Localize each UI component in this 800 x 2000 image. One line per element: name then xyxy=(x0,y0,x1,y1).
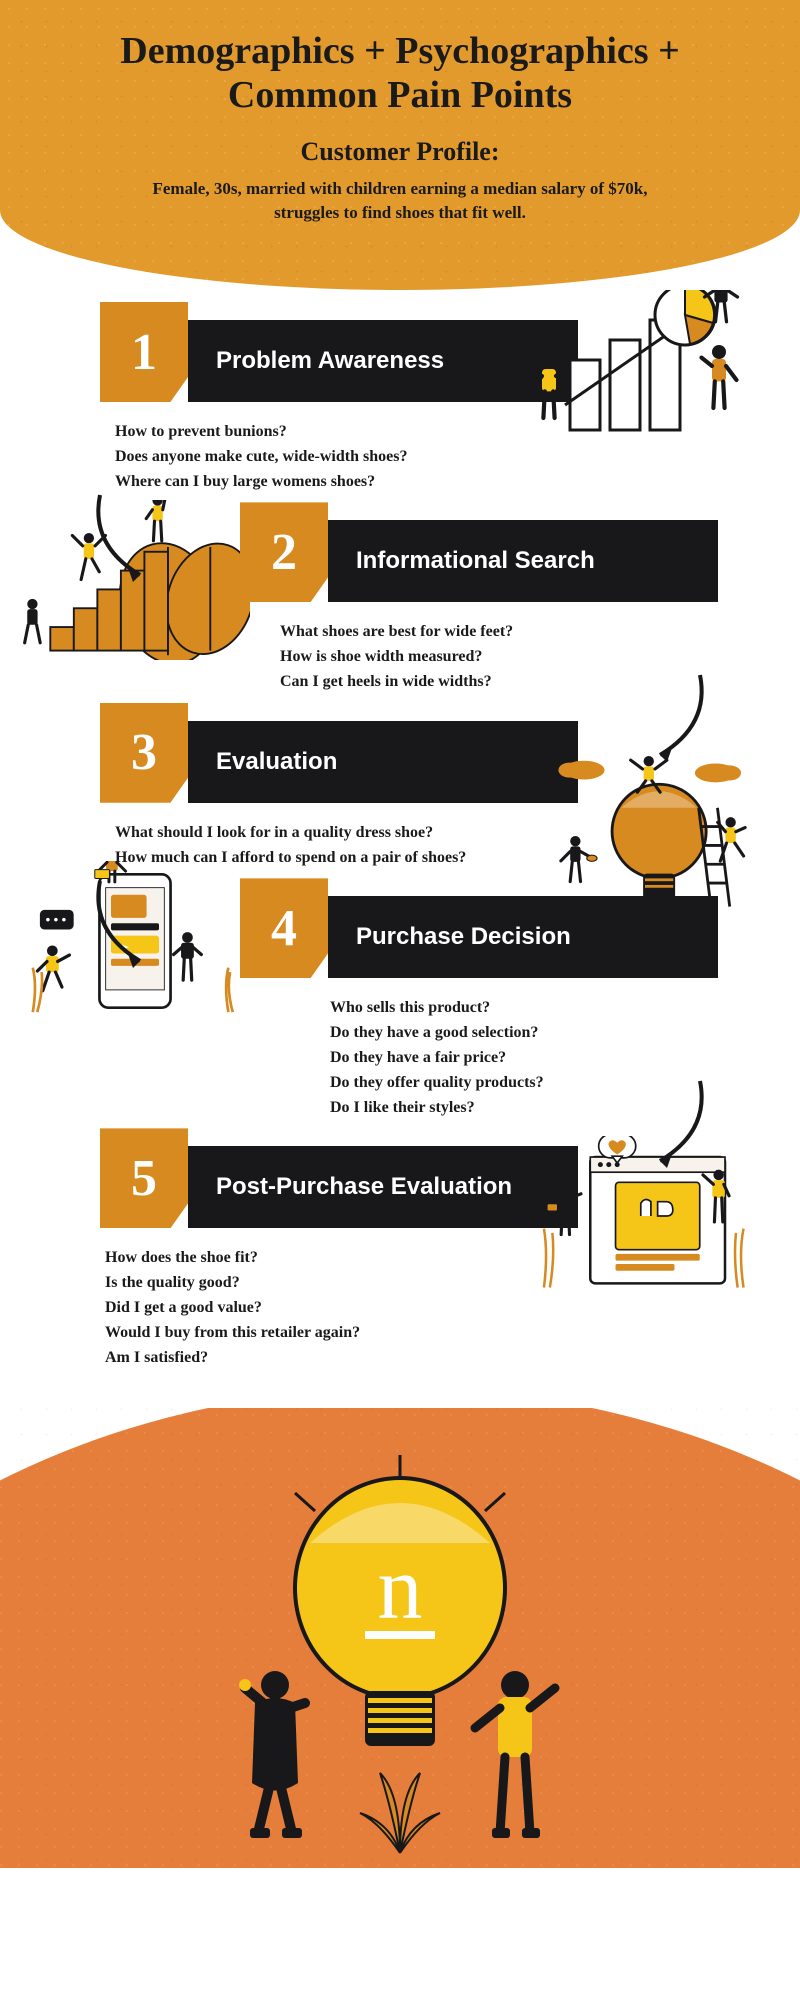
step-number: 3 xyxy=(100,703,188,803)
step-header: 2Informational Search xyxy=(240,520,750,602)
question-text: Did I get a good value? xyxy=(105,1296,750,1321)
step-title: Post-Purchase Evaluation xyxy=(188,1146,578,1228)
bar-chart-people-illustration xyxy=(530,290,760,450)
step-1: 1Problem AwarenessHow to prevent bunions… xyxy=(50,320,750,502)
step-title: Informational Search xyxy=(328,520,718,602)
question-text: Where can I buy large womens shoes? xyxy=(115,470,750,495)
header-arc: Demographics + Psychographics + Common P… xyxy=(0,0,800,290)
step-header: 4Purchase Decision xyxy=(240,896,750,978)
title-line-1: Demographics + Psychographics + xyxy=(120,30,679,72)
question-text: Do they have a good selection? xyxy=(330,1021,750,1046)
question-text: Am I satisfied? xyxy=(105,1346,750,1371)
question-text: Who sells this product? xyxy=(330,996,750,1021)
step-title: Purchase Decision xyxy=(328,896,718,978)
steps-container: 1Problem AwarenessHow to prevent bunions… xyxy=(0,290,800,1378)
title-line-2: Common Pain Points xyxy=(228,74,572,116)
question-text: How is shoe width measured? xyxy=(280,645,750,670)
profile-text: Female, 30s, married with children earni… xyxy=(50,177,750,225)
flow-arrow-icon xyxy=(85,876,165,976)
svg-text:n: n xyxy=(378,1539,423,1638)
step-number: 1 xyxy=(100,302,188,402)
subtitle: Customer Profile: xyxy=(50,137,750,167)
question-text: What shoes are best for wide feet? xyxy=(280,620,750,645)
step-title: Evaluation xyxy=(188,721,578,803)
step-number: 5 xyxy=(100,1128,188,1228)
footer-arc: n xyxy=(0,1408,800,1868)
footer-illustration: n xyxy=(150,1433,650,1863)
question-text: Do they have a fair price? xyxy=(330,1046,750,1071)
flow-arrow-icon xyxy=(635,670,715,770)
step-5: 5Post-Purchase EvaluationHow does the sh… xyxy=(50,1146,750,1378)
flow-arrow-icon xyxy=(85,490,165,590)
flow-arrow-icon xyxy=(635,1076,715,1176)
step-number: 2 xyxy=(240,502,328,602)
lightbulb-ladder-people-illustration xyxy=(530,756,760,916)
question-text: Would I buy from this retailer again? xyxy=(105,1321,750,1346)
step-number: 4 xyxy=(240,878,328,978)
profile-line-2: struggles to find shoes that fit well. xyxy=(274,203,526,222)
profile-line-1: Female, 30s, married with children earni… xyxy=(152,179,647,198)
step-title: Problem Awareness xyxy=(188,320,578,402)
main-title: Demographics + Psychographics + Common P… xyxy=(50,30,750,117)
